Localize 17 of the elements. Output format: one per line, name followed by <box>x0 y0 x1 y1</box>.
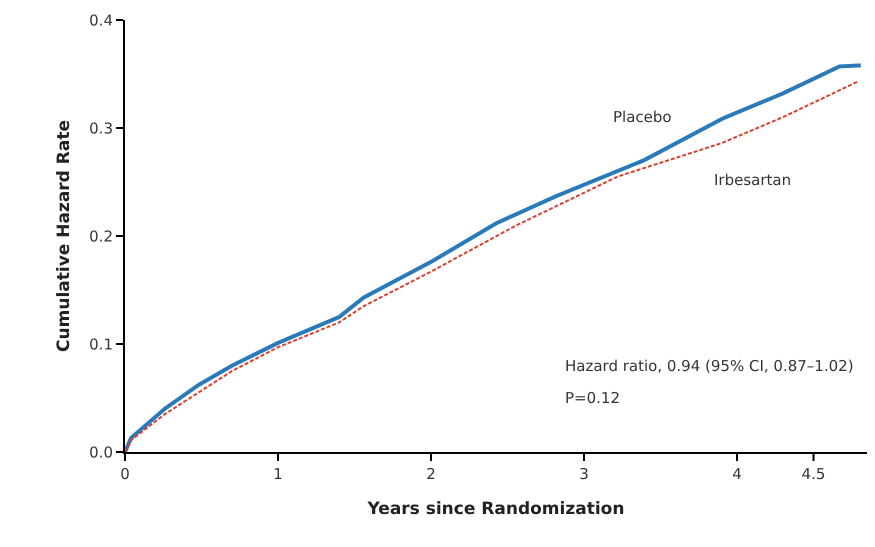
x-axis-title: Years since Randomization <box>366 498 624 519</box>
y-axis-title: Cumulative Hazard Rate <box>54 120 74 352</box>
y-tick-label: 0.4 <box>89 11 113 30</box>
x-tick-label: 3 <box>579 465 589 483</box>
series-label: Placebo <box>613 108 672 126</box>
y-tick-label: 0.2 <box>89 227 113 246</box>
x-tick-label: 0 <box>120 465 130 483</box>
x-tick-label: 4 <box>732 465 742 483</box>
x-tick-label: 1 <box>273 465 283 483</box>
y-tick-label: 0.3 <box>89 119 113 138</box>
annotation: Hazard ratio, 0.94 (95% CI, 0.87–1.02) <box>565 357 854 375</box>
x-tick-label: 2 <box>426 465 436 483</box>
y-tick-label: 0.1 <box>89 335 113 354</box>
annotation: P=0.12 <box>565 389 620 407</box>
y-tick-label: 0.0 <box>89 443 113 462</box>
x-tick-label: 4.5 <box>802 465 826 483</box>
series-label: Irbesartan <box>714 171 792 189</box>
